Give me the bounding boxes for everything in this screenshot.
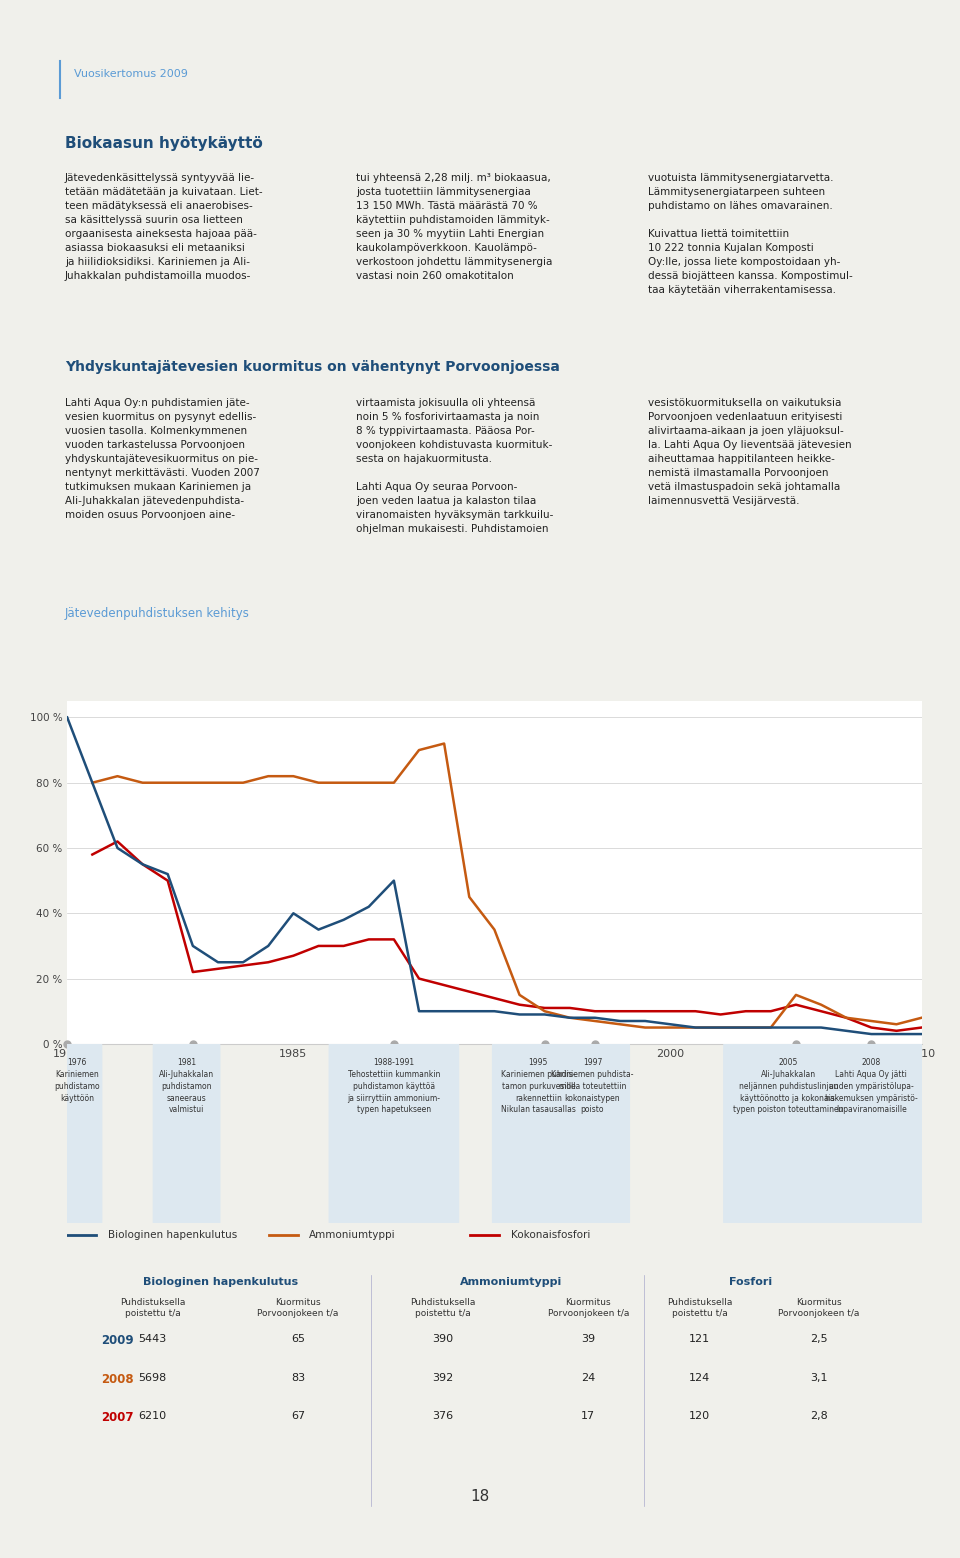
Text: 121: 121 xyxy=(689,1334,710,1345)
FancyBboxPatch shape xyxy=(555,1033,630,1237)
Text: 1997
Kariniemen puhdista-
molla toteutettiin
kokonaistypen
poisto: 1997 Kariniemen puhdista- molla toteutet… xyxy=(551,1058,634,1114)
Text: Ammoniumtyppi: Ammoniumtyppi xyxy=(461,1278,563,1287)
Text: Lahti Aqua Oy:n puhdistamien jäte-
vesien kuormitus on pysynyt edellis-
vuosien : Lahti Aqua Oy:n puhdistamien jäte- vesie… xyxy=(65,397,260,520)
Text: Puhdistuksella
poistettu t/a: Puhdistuksella poistettu t/a xyxy=(411,1298,476,1318)
Text: Kokonaisfosfori: Kokonaisfosfori xyxy=(511,1231,590,1240)
Text: virtaamista jokisuulla oli yhteensä
noin 5 % fosforivirtaamasta ja noin
8 % typp: virtaamista jokisuulla oli yhteensä noin… xyxy=(356,397,554,533)
Text: 17: 17 xyxy=(582,1412,595,1421)
Text: 124: 124 xyxy=(689,1373,710,1382)
Text: vesistökuormituksella on vaikutuksia
Porvoonjoen vedenlaatuun erityisesti
alivir: vesistökuormituksella on vaikutuksia Por… xyxy=(648,397,852,506)
Text: Vuosikertomus 2009: Vuosikertomus 2009 xyxy=(74,69,187,78)
Text: Jätevedenkäsittelyssä syntyyvää lie-
tetään mädätetään ja kuivataan. Liet-
teen : Jätevedenkäsittelyssä syntyyvää lie- tet… xyxy=(65,173,262,282)
FancyBboxPatch shape xyxy=(52,1033,103,1237)
FancyBboxPatch shape xyxy=(723,1033,853,1237)
Text: 24: 24 xyxy=(581,1373,595,1382)
Text: 2009: 2009 xyxy=(102,1334,134,1348)
Text: 6210: 6210 xyxy=(138,1412,167,1421)
Text: 39: 39 xyxy=(582,1334,595,1345)
Text: Biokaasun hyötykäyttö: Biokaasun hyötykäyttö xyxy=(65,136,263,151)
Text: Fosfori: Fosfori xyxy=(730,1278,772,1287)
Text: vuotuista lämmitysenergiatarvetta.
Lämmitysenergiatarpeen suhteen
puhdistamo on : vuotuista lämmitysenergiatarvetta. Lämmi… xyxy=(648,173,852,296)
Text: 67: 67 xyxy=(291,1412,305,1421)
Text: 2,8: 2,8 xyxy=(810,1412,828,1421)
Text: Biologinen hapenkulutus: Biologinen hapenkulutus xyxy=(143,1278,299,1287)
Text: 3,1: 3,1 xyxy=(810,1373,828,1382)
Text: 1981
Ali-Juhakkalan
puhdistamon
saneeraus
valmistui: 1981 Ali-Juhakkalan puhdistamon saneerau… xyxy=(159,1058,214,1114)
FancyBboxPatch shape xyxy=(819,1033,924,1237)
Text: Kuormitus
Porvoonjokeen t/a: Kuormitus Porvoonjokeen t/a xyxy=(779,1298,860,1318)
Text: 2,5: 2,5 xyxy=(810,1334,828,1345)
Text: 120: 120 xyxy=(689,1412,710,1421)
Text: Puhdistuksella
poistettu t/a: Puhdistuksella poistettu t/a xyxy=(120,1298,185,1318)
Text: 390: 390 xyxy=(433,1334,454,1345)
Text: Biologinen hapenkulutus: Biologinen hapenkulutus xyxy=(108,1231,237,1240)
Text: Ammoniumtyppi: Ammoniumtyppi xyxy=(309,1231,396,1240)
Text: Jätevedenpuhdistuksen kehitys: Jätevedenpuhdistuksen kehitys xyxy=(65,608,250,620)
Text: 2008: 2008 xyxy=(102,1373,134,1385)
Text: tui yhteensä 2,28 milj. m³ biokaasua,
josta tuotettiin lämmitysenergiaa
13 150 M: tui yhteensä 2,28 milj. m³ biokaasua, jo… xyxy=(356,173,553,282)
FancyBboxPatch shape xyxy=(492,1033,585,1237)
Text: Yhdyskuntajätevesien kuormitus on vähentynyt Porvoonjoessa: Yhdyskuntajätevesien kuormitus on vähent… xyxy=(65,360,560,374)
Text: Puhdistuksella
poistettu t/a: Puhdistuksella poistettu t/a xyxy=(667,1298,732,1318)
Text: 2007: 2007 xyxy=(102,1412,133,1424)
Text: 83: 83 xyxy=(291,1373,305,1382)
Text: Kuormitus
Porvoonjokeen t/a: Kuormitus Porvoonjokeen t/a xyxy=(257,1298,339,1318)
Text: 5443: 5443 xyxy=(138,1334,167,1345)
Text: 376: 376 xyxy=(433,1412,454,1421)
Text: 2008
Lahti Aqua Oy jätti
uuden ympäristölupa-
hakemuksen ympäristö-
lupaviranoma: 2008 Lahti Aqua Oy jätti uuden ympäristö… xyxy=(825,1058,918,1114)
Text: 2005
Ali-Juhakkalan
neljännen puhdistuslinjan
käyttöönotto ja kokonais-
typen po: 2005 Ali-Juhakkalan neljännen puhdistusl… xyxy=(733,1058,844,1114)
Text: 392: 392 xyxy=(433,1373,454,1382)
Text: 1988-1991
Tehostettiin kummankin
puhdistamon käyttöä
ja siirryttiin ammonium-
ty: 1988-1991 Tehostettiin kummankin puhdist… xyxy=(348,1058,441,1114)
Text: Kuormitus
Porvoonjokeen t/a: Kuormitus Porvoonjokeen t/a xyxy=(548,1298,629,1318)
Text: 1995
Kariniemen puhdis-
tamon purkuvesille
rakennettiin
Nikulan tasausallas: 1995 Kariniemen puhdis- tamon purkuvesil… xyxy=(501,1058,576,1114)
Text: 65: 65 xyxy=(291,1334,305,1345)
Text: 1976
Kariniemen
puhdistamo
käyttöön: 1976 Kariniemen puhdistamo käyttöön xyxy=(55,1058,100,1103)
Text: 5698: 5698 xyxy=(138,1373,167,1382)
FancyBboxPatch shape xyxy=(153,1033,221,1237)
Text: 18: 18 xyxy=(470,1489,490,1505)
FancyBboxPatch shape xyxy=(328,1033,459,1237)
